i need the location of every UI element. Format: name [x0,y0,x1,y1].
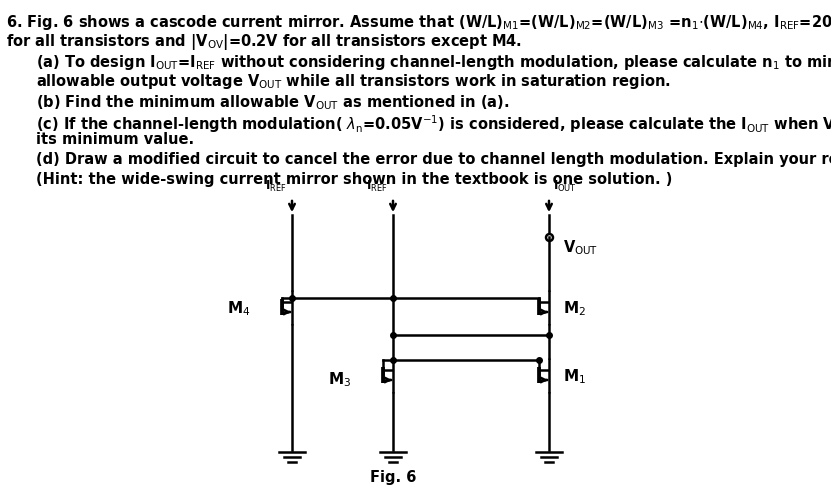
Text: its minimum value.: its minimum value. [36,132,194,147]
Text: M$_{\mathsf{3}}$: M$_{\mathsf{3}}$ [327,370,351,390]
Text: (a) To design I$_{\mathsf{OUT}}$=I$_{\mathsf{REF}}$ without considering channel-: (a) To design I$_{\mathsf{OUT}}$=I$_{\ma… [36,53,831,72]
Text: I$_{\mathsf{REF}}$: I$_{\mathsf{REF}}$ [366,179,388,194]
Text: (b) Find the minimum allowable V$_{\mathsf{OUT}}$ as mentioned in (a).: (b) Find the minimum allowable V$_{\math… [36,93,509,112]
Text: Fig. 6: Fig. 6 [370,469,416,485]
Text: (c) If the channel-length modulation( $\lambda_{\mathsf{n}}$=0.05V$^{\mathsf{-1}: (c) If the channel-length modulation( $\… [36,113,831,135]
Text: I$_{\mathsf{REF}}$: I$_{\mathsf{REF}}$ [265,179,287,194]
Text: V$_{\mathsf{OUT}}$: V$_{\mathsf{OUT}}$ [563,239,598,257]
Text: 6. Fig. 6 shows a cascode current mirror. Assume that (W/L)$_{\mathsf{M1}}$=(W/L: 6. Fig. 6 shows a cascode current mirror… [6,13,831,32]
Text: allowable output voltage V$_{\mathsf{OUT}}$ while all transistors work in satura: allowable output voltage V$_{\mathsf{OUT… [36,72,671,91]
Text: M$_{\mathsf{4}}$: M$_{\mathsf{4}}$ [227,300,250,318]
Text: for all transistors and |V$_{\mathsf{OV}}$|=0.2V for all transistors except M4.: for all transistors and |V$_{\mathsf{OV}… [6,32,522,52]
Text: M$_{\mathsf{1}}$: M$_{\mathsf{1}}$ [563,368,586,386]
Text: (Hint: the wide-swing current mirror shown in the textbook is one solution. ): (Hint: the wide-swing current mirror sho… [36,172,672,187]
Text: I$_{\mathsf{OUT}}$: I$_{\mathsf{OUT}}$ [553,179,577,194]
Text: (d) Draw a modified circuit to cancel the error due to channel length modulation: (d) Draw a modified circuit to cancel th… [36,152,831,167]
Text: M$_{\mathsf{2}}$: M$_{\mathsf{2}}$ [563,300,586,318]
